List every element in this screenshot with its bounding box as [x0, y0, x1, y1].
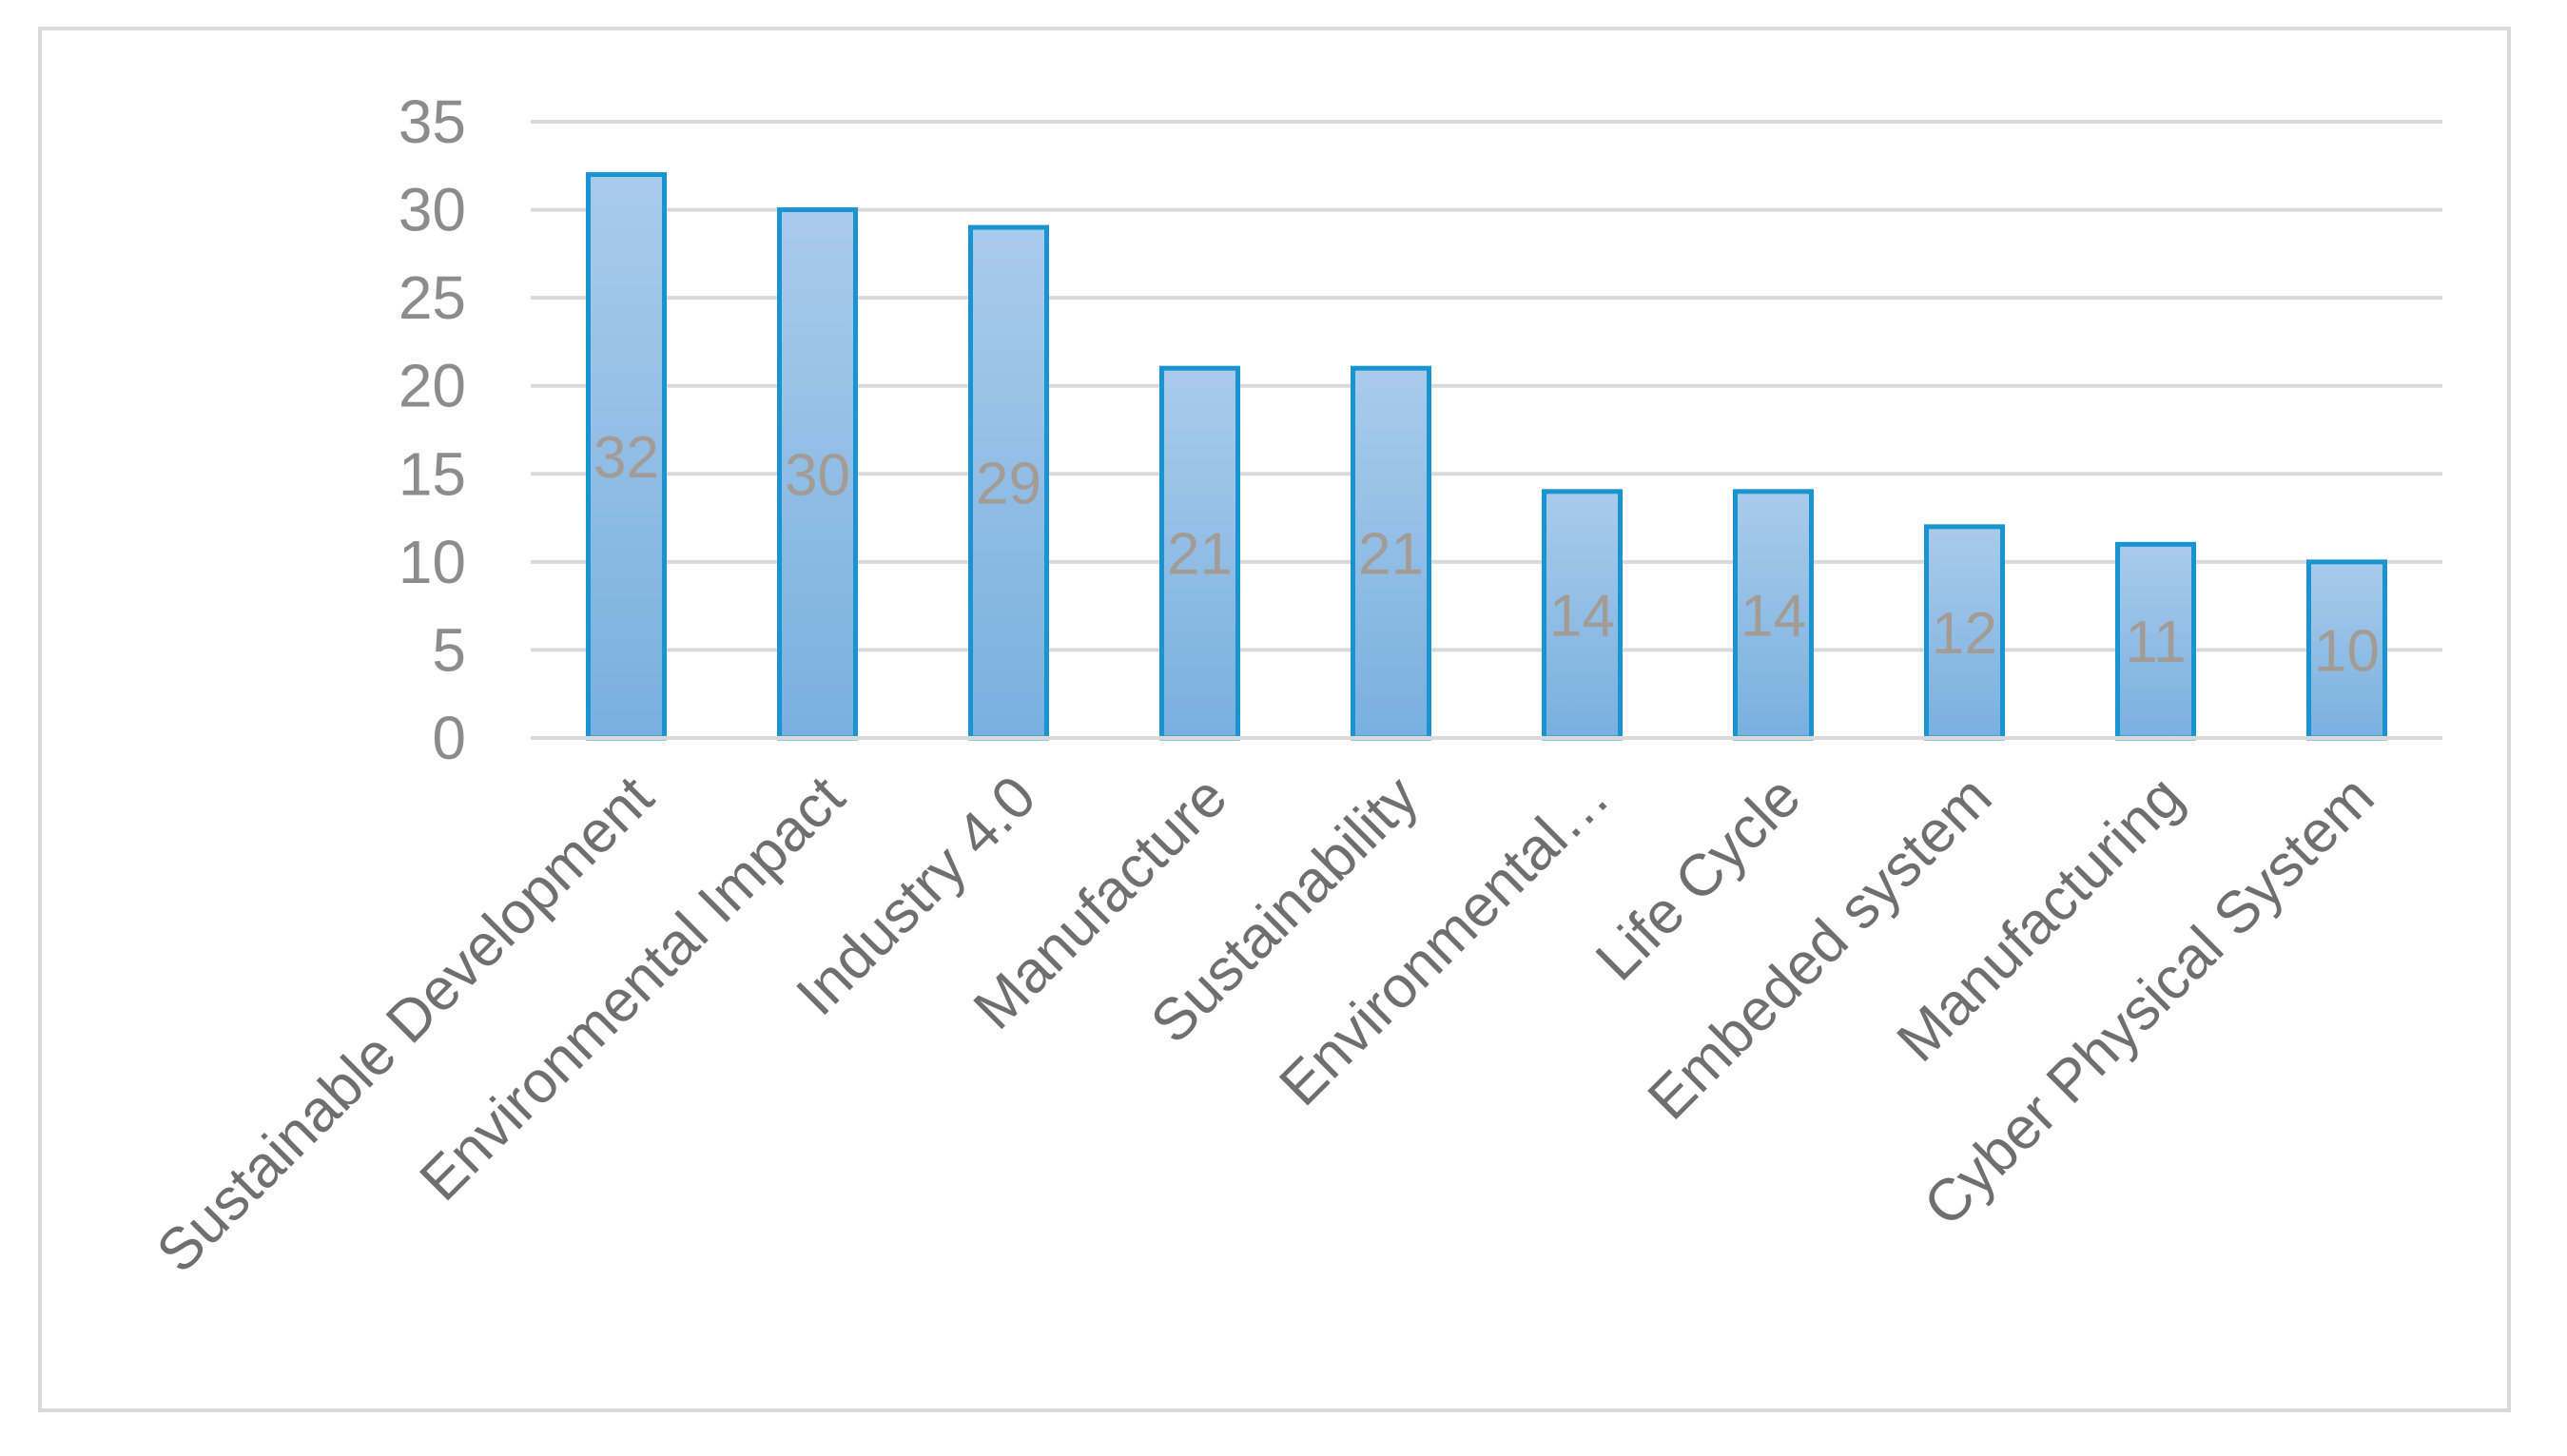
y-tick-label: 5 — [432, 615, 466, 684]
chart-frame — [38, 27, 2511, 1412]
y-tick-label: 35 — [399, 87, 466, 156]
bar — [777, 207, 858, 741]
data-label: 29 — [976, 452, 1041, 517]
y-tick-label: 25 — [399, 263, 466, 332]
data-label: 10 — [2314, 618, 2380, 684]
bar — [1351, 365, 1431, 741]
bar — [1542, 489, 1623, 741]
x-tick-label: Environmental… — [1268, 764, 1623, 1118]
y-tick-label: 10 — [399, 528, 466, 596]
data-label: 14 — [1549, 583, 1615, 649]
bar — [2115, 541, 2196, 741]
data-label: 21 — [1167, 522, 1233, 588]
data-label: 32 — [593, 425, 659, 491]
y-axis-ticks: 0 5 10 15 20 25 30 35 — [399, 87, 466, 772]
data-label: 30 — [785, 442, 850, 508]
bar — [586, 172, 667, 741]
y-tick-label: 30 — [399, 176, 466, 244]
bar — [2306, 559, 2387, 741]
y-tick-label: 0 — [432, 704, 466, 772]
data-label: 14 — [1741, 583, 1806, 649]
data-labels: 32 30 29 21 21 14 14 12 11 10 — [593, 425, 2380, 685]
y-tick-label: 15 — [399, 439, 466, 508]
bar — [1159, 365, 1240, 741]
data-label: 12 — [1932, 601, 1997, 667]
x-tick-label: Embeded system — [1636, 764, 2004, 1132]
data-label: 21 — [1358, 522, 1424, 588]
bars — [586, 172, 2387, 741]
bar — [1733, 489, 1814, 741]
data-label: 11 — [2125, 610, 2186, 675]
y-tick-label: 20 — [399, 352, 466, 420]
